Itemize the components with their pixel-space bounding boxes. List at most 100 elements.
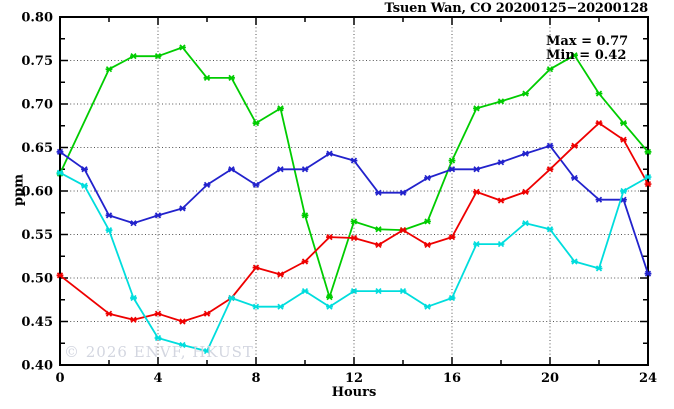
y-tick-label: 0.40 — [21, 359, 53, 374]
blue-series-marker — [350, 157, 358, 164]
blue-series-marker — [448, 166, 456, 173]
cyan-series-marker — [252, 303, 260, 310]
red-series-marker — [105, 310, 113, 317]
y-tick-label: 0.65 — [21, 141, 53, 156]
red-series-marker — [497, 197, 505, 204]
x-tick-label: 4 — [153, 371, 162, 386]
red-series-marker — [56, 272, 64, 279]
blue-series-marker — [326, 150, 333, 157]
green-series-marker — [497, 98, 505, 105]
green-series-marker — [595, 90, 603, 97]
y-tick-label: 0.80 — [21, 11, 53, 26]
cyan-series-marker — [546, 226, 554, 233]
green-series-marker — [228, 74, 235, 82]
blue-series-marker — [179, 205, 186, 212]
cyan-series-marker — [56, 169, 64, 176]
red-series-marker — [130, 316, 137, 323]
y-tick-label: 0.60 — [21, 185, 53, 200]
blue-series-marker — [473, 166, 480, 173]
blue-series-marker — [399, 189, 407, 196]
blue-series-marker — [424, 174, 431, 182]
red-series-marker — [522, 188, 529, 195]
green-series-marker — [277, 105, 284, 112]
y-tick-label: 0.50 — [21, 272, 53, 287]
blue-series-marker — [375, 189, 382, 196]
blue-series-marker — [154, 212, 162, 219]
green-series-line — [59, 46, 649, 298]
cyan-series-marker — [620, 187, 627, 195]
x-tick-label: 0 — [55, 371, 64, 386]
blue-series-line — [59, 144, 649, 274]
green-series-marker — [571, 52, 578, 59]
red-series-marker — [399, 227, 407, 234]
cyan-series-marker — [497, 240, 505, 248]
blue-series-marker — [644, 270, 652, 277]
green-series-marker — [252, 120, 260, 127]
blue-series-marker — [81, 166, 88, 173]
green-series-marker — [546, 66, 554, 73]
cyan-series-marker — [179, 341, 186, 349]
green-series-marker — [154, 53, 162, 60]
red-series-marker — [277, 271, 284, 278]
red-series-marker — [595, 120, 603, 127]
cyan-series-marker — [326, 303, 333, 310]
cyan-series-marker — [228, 294, 235, 302]
green-series-marker — [620, 120, 627, 127]
red-series-marker — [350, 234, 358, 242]
cyan-series-marker — [277, 303, 284, 310]
red-series-marker — [620, 136, 627, 143]
x-tick-label: 8 — [251, 371, 260, 386]
cyan-series-marker — [350, 287, 358, 295]
chart-title: Tsuen Wan, CO 20200125−20200128 — [384, 1, 648, 16]
cyan-series-marker — [448, 294, 456, 302]
cyan-series-marker — [105, 227, 113, 234]
green-series-marker — [326, 294, 333, 301]
green-series-marker — [203, 74, 211, 82]
green-series-marker — [375, 226, 382, 233]
y-tick-label: 0.75 — [21, 54, 53, 69]
cyan-series-marker — [473, 240, 480, 248]
green-series-marker — [473, 105, 480, 112]
green-series-marker — [644, 148, 652, 155]
max-min-annotation: Max = 0.77 Min = 0.42 — [546, 35, 628, 63]
green-series-marker — [424, 218, 431, 225]
red-series-marker — [252, 264, 260, 271]
blue-series-marker — [105, 212, 113, 219]
red-series-marker — [571, 142, 578, 149]
red-series-marker — [326, 234, 333, 241]
cyan-series-marker — [203, 347, 211, 355]
min-value-label: Min = 0.42 — [546, 48, 627, 63]
blue-series-marker — [571, 174, 578, 182]
red-series-marker — [473, 188, 480, 195]
green-series-marker — [448, 157, 456, 164]
cyan-series-marker — [522, 220, 529, 227]
y-tick-label: 0.45 — [21, 315, 53, 330]
x-tick-label: 12 — [345, 371, 363, 386]
cyan-series-marker — [375, 287, 382, 295]
y-tick-label: 0.55 — [21, 228, 53, 243]
red-series-marker — [546, 166, 554, 173]
green-series-marker — [301, 212, 309, 219]
red-series-marker — [301, 258, 309, 265]
red-series-marker — [448, 234, 456, 241]
green-series-marker — [522, 90, 529, 97]
cyan-series-marker — [154, 334, 162, 342]
blue-series-marker — [130, 220, 137, 227]
max-value-label: Max = 0.77 — [546, 34, 629, 49]
blue-series-marker — [228, 166, 235, 173]
green-series-marker — [179, 44, 186, 51]
blue-series-marker — [595, 196, 603, 203]
cyan-series-marker — [571, 258, 578, 265]
green-series-marker — [130, 53, 137, 60]
red-series-line — [59, 122, 649, 323]
cyan-series-marker — [301, 287, 309, 295]
y-axis-label: ppm — [11, 174, 27, 206]
blue-series-marker — [203, 181, 211, 189]
blue-series-marker — [301, 166, 309, 173]
blue-series-marker — [546, 142, 554, 149]
cyan-series-marker — [424, 303, 431, 310]
blue-series-marker — [522, 150, 529, 157]
red-series-marker — [203, 310, 211, 317]
